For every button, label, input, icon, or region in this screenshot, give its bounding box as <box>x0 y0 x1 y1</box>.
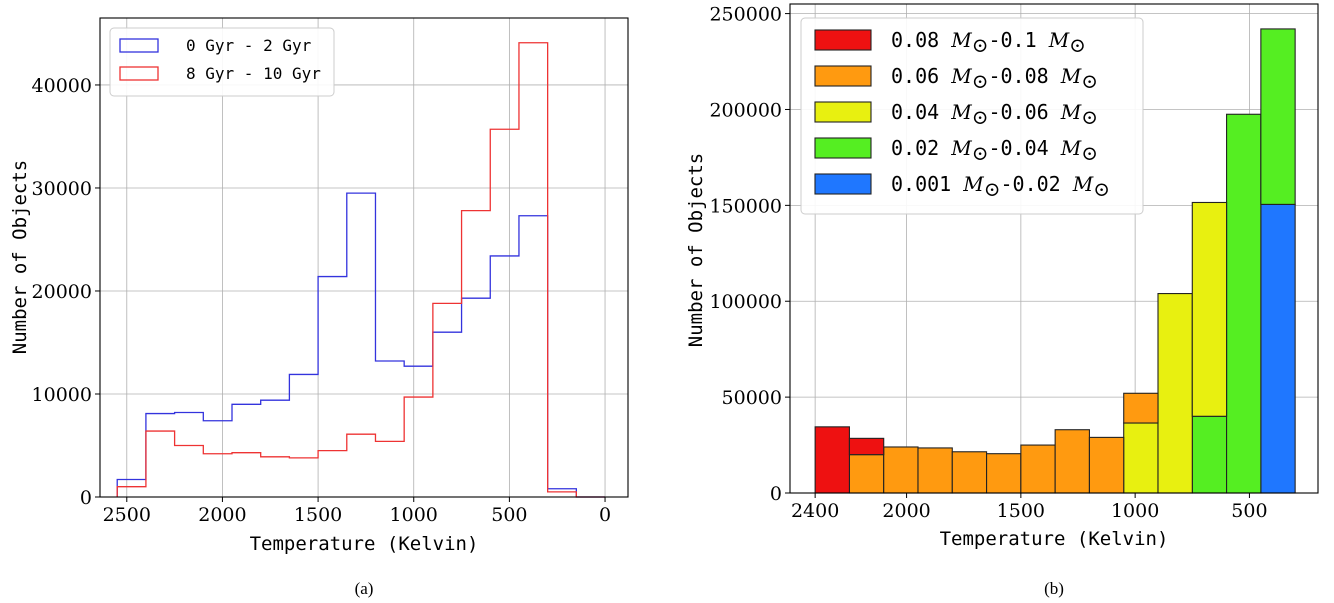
panel-a-series-1-step-line <box>116 42 606 498</box>
panel-a-x-tick-label: 500 <box>491 504 527 526</box>
panel-a-y-tick-label: 20000 <box>32 281 92 303</box>
panel-a-legend-swatch-0 <box>119 38 159 53</box>
panel-b-y-tick-label: 50000 <box>722 387 782 409</box>
panel-b-y-tick-label: 0 <box>770 483 782 505</box>
panel-a-x-tick-label: 1000 <box>390 504 438 526</box>
panel-a-series <box>116 42 606 498</box>
panel-a-x-tick-label: 0 <box>599 504 611 526</box>
panel-a-y-tick-label: 40000 <box>32 75 92 97</box>
panel-a-legend-swatch-1 <box>119 66 159 81</box>
panel-b-bar-series-4-bin-1 <box>848 437 885 456</box>
panel-a-caption: (a) <box>355 579 374 598</box>
panel-b-bar-series-2-bin-11 <box>1191 201 1228 417</box>
panel-b-ticks: 2400 2000 1500 1000 500 0 50000 100000 150000 200… <box>709 4 1267 522</box>
panel-b-bar-series-1-bin-11 <box>1191 415 1228 494</box>
panel-b-legend-swatch-1 <box>814 137 872 159</box>
panel-b-y-tick-label: 250000 <box>709 4 782 26</box>
panel-b-legend-label-3: 0.06 M⊙-0.08 M⊙ <box>891 64 1098 93</box>
panel-b-legend-swatch-4 <box>814 29 872 51</box>
panel-b-legend-label-2: 0.04 M⊙-0.06 M⊙ <box>891 100 1098 129</box>
panel-b-bar-series-1-bin-12 <box>1226 113 1262 494</box>
panel-b-series <box>814 28 1296 494</box>
panel-b-x-tick-label: 1500 <box>997 500 1045 522</box>
panel-b-legend-box <box>800 17 1144 215</box>
panel-b-legend-swatch-3 <box>814 65 872 87</box>
panel-a-series-0-step-line <box>116 192 606 498</box>
panel-b-bar-series-3-bin-6 <box>1020 444 1056 494</box>
panel-a-legend-box <box>109 27 335 97</box>
panel-b-legend-label-0: 0.001 M⊙-0.02 M⊙ <box>891 172 1110 201</box>
panel-a-frame <box>99 17 629 498</box>
panel-b-bar-series-0-bin-13 <box>1260 203 1296 494</box>
panel-b-x-axis-label: Temperature (Kelvin) <box>940 528 1169 550</box>
panel-b-bar-series-3-bin-4 <box>951 451 988 494</box>
panel-b-bar-series-2-bin-9 <box>1123 422 1159 494</box>
panel-b-y-tick-label: 100000 <box>709 291 782 313</box>
panel-b-bar-series-3-bin-7 <box>1054 429 1090 494</box>
panel-a-y-tick-label: 10000 <box>32 384 92 406</box>
panel-b-bar-series-3-bin-3 <box>917 447 953 494</box>
panel-b-bar-series-3-bin-5 <box>986 453 1022 494</box>
panel-b-caption: (b) <box>1044 579 1064 598</box>
panel-b-bar-series-3-bin-9 <box>1123 392 1159 424</box>
panel-a-y-tick-label: 30000 <box>32 178 92 200</box>
panel-b-legend-label-1: 0.02 M⊙-0.04 M⊙ <box>891 136 1098 165</box>
panel-b: 2400 2000 1500 1000 500 0 50000 100000 150000 200… <box>685 3 1319 598</box>
panel-b-frame <box>789 3 1319 494</box>
panel-a-legend: 0 Gyr - 2 Gyr 8 Gyr - 10 Gyr <box>109 27 335 97</box>
panel-a-x-tick-label: 2500 <box>103 504 151 526</box>
panel-b-x-tick-label: 2000 <box>882 500 930 522</box>
panel-b-legend-swatch-0 <box>814 173 872 195</box>
panel-b-x-tick-label: 500 <box>1231 500 1267 522</box>
panel-b-bar-series-4-bin-0 <box>814 426 850 494</box>
panel-b-legend-swatch-2 <box>814 101 872 123</box>
panel-b-legend-label-4: 0.08 M⊙-0.1 M⊙ <box>891 28 1086 57</box>
panel-b-bar-series-2-bin-10 <box>1157 293 1193 494</box>
panel-a-x-axis-label: Temperature (Kelvin) <box>250 533 479 555</box>
panel-a: 2500 2000 1500 1000 500 0 0 10000 20000 30000 4000… <box>9 17 629 598</box>
panel-b-x-tick-label: 2400 <box>791 500 839 522</box>
panel-a-y-axis-label: Number of Objects <box>9 160 31 354</box>
panel-b-bar-series-3-bin-2 <box>883 446 919 494</box>
panel-b-bar-series-3-bin-8 <box>1088 436 1125 494</box>
panel-a-legend-label-1: 8 Gyr - 10 Gyr <box>186 64 321 83</box>
panel-a-x-tick-label: 2000 <box>198 504 246 526</box>
panel-a-y-tick-label: 0 <box>80 487 92 509</box>
panel-b-bar-series-1-bin-13 <box>1260 28 1296 205</box>
panel-b-y-axis-label: Number of Objects <box>685 153 707 347</box>
panel-b-y-tick-label: 150000 <box>709 195 782 217</box>
panel-b-x-tick-label: 1000 <box>1111 500 1159 522</box>
panel-b-bar-series-3-bin-1 <box>848 454 885 494</box>
panel-b-legend: 0.08 M⊙-0.1 M⊙ 0.06 M⊙-0.08 M⊙ 0.04 M⊙-0.0… <box>800 17 1144 215</box>
panel-a-ticks: 2500 2000 1500 1000 500 0 0 10000 20000 30000 4000… <box>32 75 612 526</box>
panel-b-y-tick-label: 200000 <box>709 99 782 121</box>
panel-a-legend-label-0: 0 Gyr - 2 Gyr <box>186 36 312 55</box>
panel-a-x-tick-label: 1500 <box>294 504 342 526</box>
